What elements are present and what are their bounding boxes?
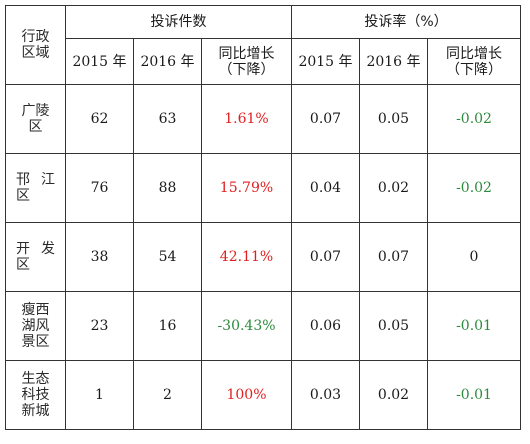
complaints-2016-cell: 54 [133,222,202,292]
complaints-2015-cell: 76 [65,153,134,223]
rate-2015-header: 2015 年 [291,38,360,85]
complaints-change-cell: 100% [201,360,292,430]
table-row: 生态 科技 新城 1 2 100% 0.03 0.02 -0.01 [5,360,522,430]
rate-2016-cell: 0.02 [359,153,428,223]
rate-2016-cell: 0.07 [359,222,428,292]
rate-2015-cell: 0.07 [291,222,360,292]
region-header-line1: 行政 [21,29,50,45]
complaint-statistics-table-wrapper: 行政 区域 投诉件数 投诉率（%） 2015 年 2016 年 同比增长 （下降… [5,5,522,430]
complaints-2015-cell: 23 [65,291,134,361]
header-row-top: 行政 区域 投诉件数 投诉率（%） [5,5,522,85]
complaints-2016-header: 2016 年 [133,38,202,85]
complaints-2016-cell: 63 [133,84,202,154]
rate-2015-cell: 0.07 [291,84,360,154]
region-name-line: 湖风 [21,318,50,334]
complaints-2015-cell: 62 [65,84,134,154]
region-name-cell: 瘦西 湖风 景区 [5,291,66,361]
complaints-2015-cell: 1 [65,360,134,430]
rate-2016-cell: 0.02 [359,360,428,430]
rate-group-header: 投诉率（%） [290,5,522,39]
table-row: 瘦西 湖风 景区 23 16 -30.43% 0.06 0.05 -0.01 [5,291,522,361]
region-name-line: 广陵 [21,103,50,119]
region-name-cell: 邗 江区 [5,153,66,223]
complaint-statistics-table: 行政 区域 投诉件数 投诉率（%） 2015 年 2016 年 同比增长 （下降… [5,5,522,430]
table-body: 广陵区 62 63 1.61% 0.07 0.05 -0.02 邗 江区 76 88 15.79% 0… [5,84,522,430]
rate-change-header: 同比增长 （下降） [426,38,522,85]
rate-change-cell: -0.01 [426,291,522,361]
rate-change-cell: -0.02 [426,84,522,154]
region-name-line: 邗 江 [16,172,55,188]
rate-2016-header: 2016 年 [359,38,428,85]
complaints-change-cell: 1.61% [201,84,292,154]
region-name-line: 区 [16,257,30,273]
region-name-line: 新城 [21,403,50,419]
region-header-cell: 行政 区域 [5,5,66,85]
region-name-line: 生态 [21,371,50,387]
rate-2016-cell: 0.05 [359,291,428,361]
region-name-line: 开 发 [16,241,55,257]
region-header-line2: 区域 [21,45,50,61]
complaints-change-header: 同比增长 （下降） [201,38,292,85]
table-row: 开 发区 38 54 42.11% 0.07 0.07 0 [5,222,522,292]
rate-change-cell: 0 [426,222,522,292]
rate-2015-cell: 0.03 [291,360,360,430]
region-name-line: 瘦西 [21,302,50,318]
complaints-change-cell: 15.79% [201,153,292,223]
region-name-cell: 生态 科技 新城 [5,360,66,430]
complaints-change-header-line2: （下降） [218,61,275,78]
rate-change-header-line1: 同比增长 [446,45,503,62]
region-name-line: 区 [28,119,43,135]
complaints-group-header: 投诉件数 [65,5,292,39]
rate-change-header-line2: （下降） [446,61,503,78]
complaints-change-header-line1: 同比增长 [218,45,275,62]
region-name-line: 科技 [21,387,50,403]
complaints-2016-cell: 16 [133,291,202,361]
rate-2015-cell: 0.06 [291,291,360,361]
region-name-cell: 开 发区 [5,222,66,292]
table-row: 广陵区 62 63 1.61% 0.07 0.05 -0.02 [5,84,522,154]
complaints-2015-cell: 38 [65,222,134,292]
complaints-2016-cell: 88 [133,153,202,223]
complaints-change-cell: -30.43% [201,291,292,361]
complaints-2015-header: 2015 年 [65,38,134,85]
header-row-bottom: 2015 年 2016 年 同比增长 （下降） 2015 年 2016 年 同比… [6,38,522,85]
table-row: 邗 江区 76 88 15.79% 0.04 0.02 -0.02 [5,153,522,223]
rate-change-cell: -0.01 [426,360,522,430]
region-name-line: 景区 [21,334,50,350]
complaints-change-cell: 42.11% [201,222,292,292]
region-name-cell: 广陵区 [5,84,66,154]
complaints-2016-cell: 2 [133,360,202,430]
rate-2016-cell: 0.05 [359,84,428,154]
region-name-line: 区 [16,188,30,204]
rate-change-cell: -0.02 [426,153,522,223]
rate-2015-cell: 0.04 [291,153,360,223]
